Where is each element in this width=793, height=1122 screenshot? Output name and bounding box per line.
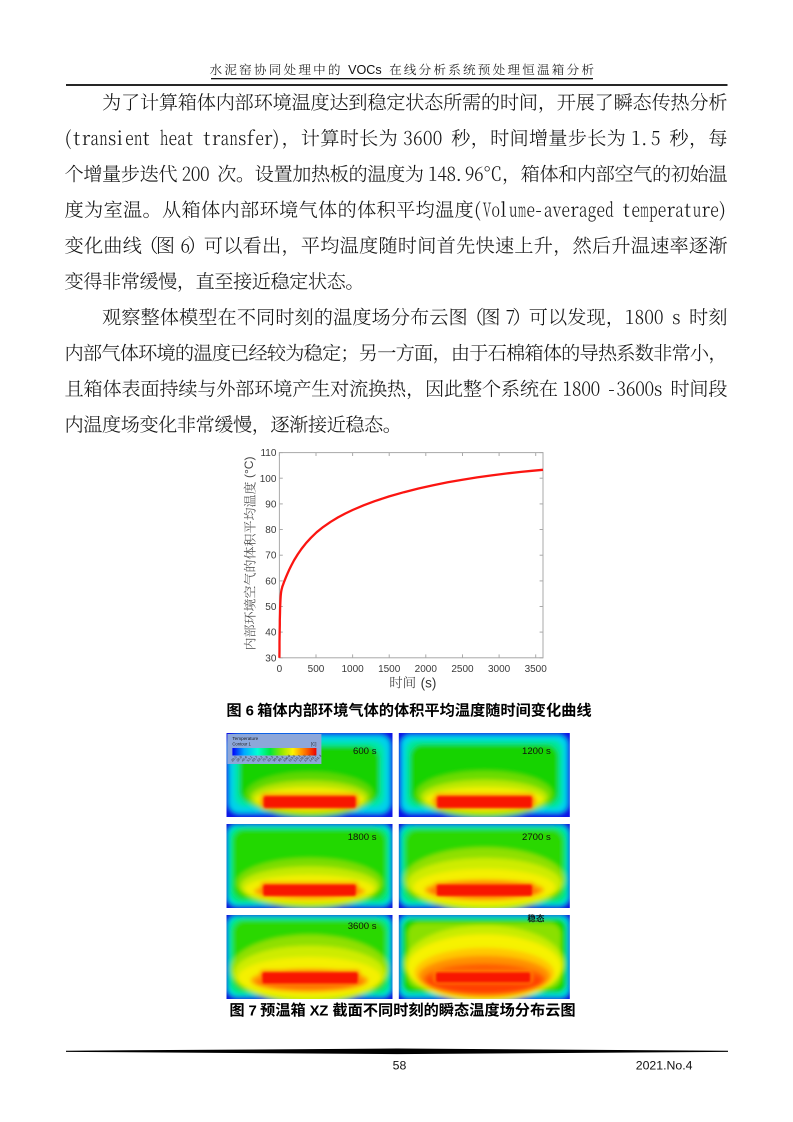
svg-text:600 s: 600 s	[353, 746, 377, 757]
svg-text:3600 s: 3600 s	[348, 921, 377, 932]
svg-text:100: 100	[260, 474, 277, 485]
svg-text:(°C): (°C)	[242, 457, 256, 478]
svg-text:VOCs: VOCs	[348, 63, 382, 77]
svg-text:90: 90	[265, 499, 277, 510]
svg-text:53.1: 53.1	[246, 755, 254, 763]
svg-text:2500: 2500	[451, 664, 474, 675]
svg-text:50: 50	[265, 602, 277, 613]
svg-text:X: X	[310, 1003, 320, 1019]
svg-text:80: 80	[265, 525, 277, 536]
svg-text:68.2: 68.2	[256, 755, 264, 763]
svg-text:106.0: 106.0	[282, 754, 291, 763]
svg-text:60: 60	[265, 576, 277, 587]
svg-text:143.7: 143.7	[308, 754, 317, 763]
svg-text:3000: 3000	[488, 664, 511, 675]
svg-text:Temperature: Temperature	[232, 736, 258, 741]
svg-text:83.3: 83.3	[267, 755, 275, 763]
svg-text:2021.No.4: 2021.No.4	[636, 1059, 693, 1073]
svg-text:121.1: 121.1	[293, 754, 302, 763]
svg-text:30.5: 30.5	[230, 755, 238, 763]
svg-text:30: 30	[265, 653, 277, 664]
svg-text:70: 70	[265, 551, 277, 562]
svg-text:0: 0	[277, 664, 283, 675]
svg-text:60.7: 60.7	[251, 755, 259, 763]
svg-text:128.6: 128.6	[298, 754, 307, 763]
svg-text:75.8: 75.8	[261, 755, 269, 763]
svg-text:7: 7	[249, 1003, 257, 1019]
svg-text:6: 6	[246, 704, 254, 720]
svg-text:90.9: 90.9	[272, 755, 280, 763]
svg-text:58: 58	[393, 1059, 407, 1073]
svg-text:151.3: 151.3	[313, 754, 322, 763]
svg-text:Contour 1: Contour 1	[232, 741, 251, 746]
svg-text:1500: 1500	[378, 664, 401, 675]
svg-text:110: 110	[260, 448, 276, 459]
svg-text:98.4: 98.4	[277, 755, 285, 763]
svg-text:[C]: [C]	[311, 741, 316, 746]
svg-text:45.6: 45.6	[241, 755, 249, 763]
svg-text:1800 s: 1800 s	[348, 832, 377, 843]
svg-text:40: 40	[265, 628, 277, 639]
svg-text:3500: 3500	[525, 664, 548, 675]
svg-text:1200 s: 1200 s	[522, 746, 551, 757]
svg-text:Z: Z	[319, 1003, 328, 1019]
svg-text:2700 s: 2700 s	[522, 832, 551, 843]
svg-text:136.2: 136.2	[303, 754, 312, 763]
svg-text:113.5: 113.5	[287, 754, 296, 763]
svg-text:1000: 1000	[341, 664, 364, 675]
svg-text:500: 500	[308, 664, 325, 675]
svg-text:(s): (s)	[421, 675, 437, 690]
svg-text:2000: 2000	[415, 664, 438, 675]
svg-text:38.0: 38.0	[235, 755, 243, 763]
